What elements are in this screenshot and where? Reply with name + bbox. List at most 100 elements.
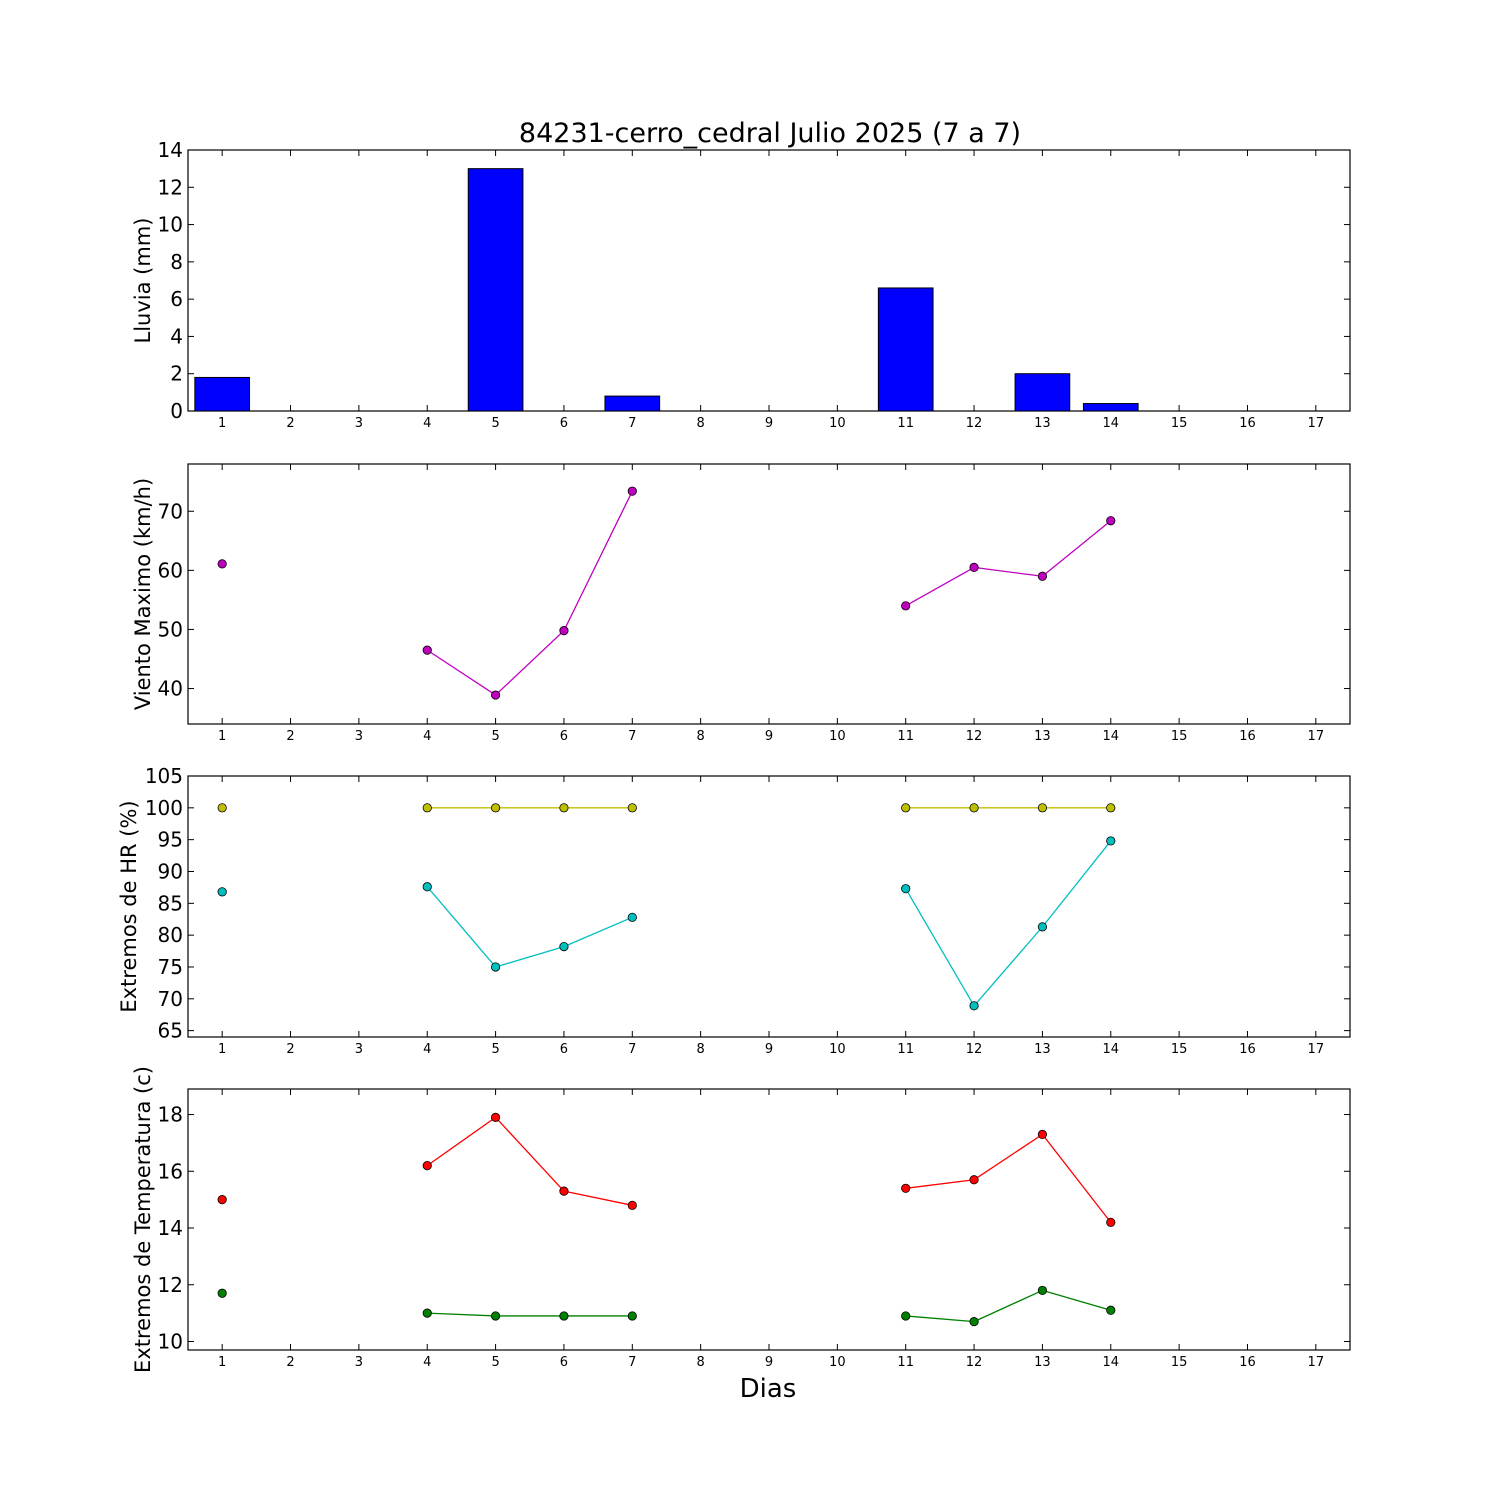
x-tick-label: 3 [355,416,363,431]
data-point [217,887,227,897]
y-tick-label: 14 [158,1216,183,1240]
data-point [969,1317,979,1327]
series-line-segment [1041,840,1112,928]
data-point [490,803,501,813]
data-point [1037,922,1048,932]
data-point [490,690,501,700]
x-tick-label: 7 [628,1042,636,1057]
data-point [422,1160,432,1171]
y-tick-label: 10 [158,213,183,237]
y-tick-label: 70 [158,499,183,523]
y-tick-label: 6 [170,287,183,311]
data-point [490,1311,501,1321]
x-tick-label: 14 [1102,1355,1119,1370]
bar [604,395,661,412]
x-tick-label: 13 [1034,416,1051,431]
data-point [1106,516,1116,526]
x-tick-label: 8 [697,1355,705,1370]
series-line-segment [495,630,565,696]
x-tick-label: 10 [829,1355,846,1370]
x-tick-label: 9 [765,1042,773,1057]
data-point [627,803,637,813]
x-tick-label: 2 [286,729,294,744]
x-tick-label: 10 [829,729,846,744]
x-tick-label: 4 [423,416,431,431]
series-line-segment [905,1179,975,1189]
x-tick-label: 12 [966,729,983,744]
x-tick-label: 10 [829,1042,846,1057]
x-tick-label: 17 [1308,416,1325,431]
y-tick-label: 65 [158,1019,183,1043]
bar [194,376,251,412]
x-tick-label: 3 [355,1355,363,1370]
data-point [627,912,637,922]
data-point [422,645,432,655]
x-tick-label: 7 [628,416,636,431]
x-tick-label: 15 [1171,1355,1188,1370]
x-tick-label: 12 [966,1042,983,1057]
y-axis-label: Viento Maximo (km/h) [131,478,155,710]
x-tick-label: 5 [491,1355,499,1370]
series-line-segment [495,1116,565,1192]
y-tick-label: 105 [145,764,183,788]
y-tick-label: 8 [170,250,183,274]
bar [1014,373,1071,412]
x-tick-label: 6 [560,729,568,744]
data-point [901,1183,911,1193]
series-line-segment [973,926,1043,1007]
data-point [422,803,432,813]
x-tick-label: 2 [286,1355,294,1370]
plot-frame [187,463,1351,725]
data-point [1106,803,1116,813]
data-point [1037,803,1048,813]
series-line-segment [1041,1133,1112,1223]
x-tick-label: 5 [491,1042,499,1057]
data-point [559,1186,569,1196]
x-tick-label: 2 [286,1042,294,1057]
data-point [422,1308,432,1318]
chart-title: 84231-cerro_cedral Julio 2025 (7 a 7) [519,118,1021,149]
y-tick-label: 60 [158,558,183,582]
data-point [490,962,501,972]
series-line-segment [1042,1289,1111,1311]
data-point [1037,571,1048,581]
y-tick-label: 40 [158,677,183,701]
y-tick-label: 16 [158,1159,183,1183]
x-tick-label: 3 [355,729,363,744]
y-tick-label: 0 [170,399,183,423]
x-axis-label: Dias [740,1374,797,1404]
bar [1082,403,1139,412]
x-tick-label: 1 [218,1355,226,1370]
data-point [1106,836,1116,846]
x-tick-label: 8 [697,1042,705,1057]
x-tick-label: 5 [491,729,499,744]
series-line-segment [905,888,975,1007]
data-point [901,803,911,813]
series-line-segment [426,1116,496,1167]
data-point [422,882,432,892]
series-line-segment [563,490,633,631]
series-line-segment [563,1190,633,1206]
series-line-segment [427,1312,496,1317]
series-line-segment [426,649,496,696]
data-point [559,942,569,952]
x-tick-label: 15 [1171,1042,1188,1057]
x-tick-label: 17 [1308,729,1325,744]
x-tick-label: 14 [1102,729,1119,744]
series-line-segment [426,886,497,968]
y-tick-label: 80 [158,923,183,947]
x-tick-label: 1 [218,1042,226,1057]
data-point [901,884,911,894]
data-point [559,1311,569,1321]
plot-frame [187,775,1351,1038]
series-line-segment [563,916,633,948]
y-axis-label: Lluvia (mm) [131,218,155,344]
data-point [559,626,569,636]
y-tick-label: 50 [158,617,183,641]
y-tick-label: 18 [158,1103,183,1127]
y-axis-label: Extremos de HR (%) [117,800,141,1012]
